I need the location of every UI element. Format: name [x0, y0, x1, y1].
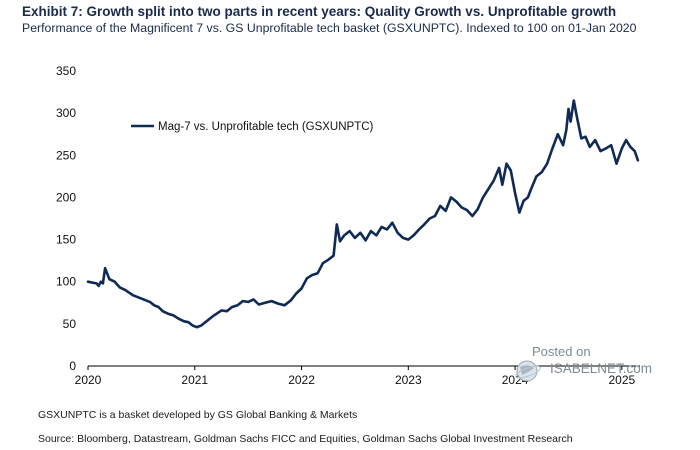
x-tick-label: 2023	[395, 373, 422, 387]
y-tick-label: 50	[63, 317, 77, 331]
footnote: GSXUNPTC is a basket developed by GS Glo…	[38, 409, 358, 421]
y-tick-label: 150	[56, 233, 76, 247]
y-axis-ticks: 0 50 100 150 200 250 300 350	[56, 64, 76, 373]
y-tick-label: 200	[56, 190, 76, 204]
globe-icon	[515, 360, 541, 382]
watermark-brand-text: ISABELNET.com	[550, 361, 653, 376]
series-line-mag7-vs-unprofitable	[86, 99, 640, 329]
x-tick-label: 2021	[181, 373, 208, 387]
x-tick-label: 2020	[75, 373, 102, 387]
legend: Mag-7 vs. Unprofitable tech (GSXUNPTC)	[131, 121, 374, 133]
chart-title: Exhibit 7: Growth split into two parts i…	[22, 4, 617, 19]
source-note: Source: Bloomberg, Datastream, Goldman S…	[38, 433, 573, 445]
x-tick-label: 2022	[288, 373, 315, 387]
x-axis-ticks: 2020 2021 2022 2023 2024 2025	[75, 366, 636, 387]
y-tick-label: 250	[56, 148, 76, 162]
watermark-posted-text: Posted on	[532, 344, 591, 359]
y-tick-label: 300	[56, 106, 76, 120]
legend-label: Mag-7 vs. Unprofitable tech (GSXUNPTC)	[158, 121, 374, 133]
x-tick-label: 2025	[608, 373, 635, 387]
line-chart: 0 50 100 150 200 250 300 350 2020 2021 2022 2023 20…	[56, 64, 640, 387]
watermark: Posted on ISABELNET.com	[514, 344, 664, 386]
y-tick-label: 0	[69, 359, 76, 373]
y-tick-label: 100	[56, 275, 76, 289]
y-tick-label: 350	[56, 64, 76, 78]
chart-subtitle: Performance of the Magnificent 7 vs. GS …	[22, 21, 637, 35]
